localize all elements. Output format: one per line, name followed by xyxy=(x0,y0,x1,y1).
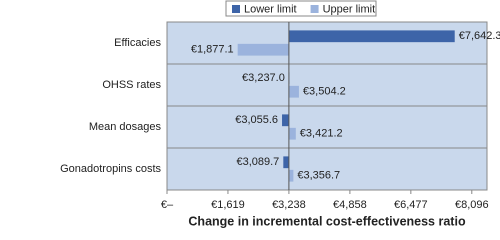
legend-label: Lower limit xyxy=(244,3,297,15)
x-tick-label: €1,619 xyxy=(211,199,245,211)
value-label: €3,089.7 xyxy=(236,156,279,168)
x-tick-label: €8,096 xyxy=(455,199,489,211)
value-label: €3,504.2 xyxy=(303,86,346,98)
legend-swatch xyxy=(310,5,319,13)
page: {"chart_data": {"type": "tornado", "x_la… xyxy=(60,0,500,229)
bar xyxy=(283,156,289,169)
bar xyxy=(288,127,296,140)
bar xyxy=(288,30,455,43)
category-label: Mean dosages xyxy=(89,121,162,133)
bar xyxy=(288,169,294,182)
category-label: OHSS rates xyxy=(102,79,161,91)
value-label: €3,356.7 xyxy=(297,170,340,182)
legend-swatch xyxy=(232,5,240,13)
bar xyxy=(288,85,299,98)
category-label: Efficacies xyxy=(114,37,161,49)
x-axis-title: Change in incremental cost-effectiveness… xyxy=(188,214,466,228)
x-tick-label: €4,858 xyxy=(333,199,367,211)
value-label: €3,055.6 xyxy=(235,114,278,126)
category-label: Gonadotropins costs xyxy=(60,163,161,175)
legend-label: Upper limit xyxy=(323,3,376,15)
bar xyxy=(282,114,289,127)
bar xyxy=(237,43,289,56)
x-tick-label: €3,238 xyxy=(272,199,306,211)
chart: Change in incremental cost-effectiveness… xyxy=(60,0,500,228)
value-label: €3,237.0 xyxy=(242,72,285,84)
legend-box xyxy=(225,0,377,17)
value-label: €7,642.3 xyxy=(459,30,500,42)
value-label: €3,421.2 xyxy=(300,128,343,140)
x-tick-label: €– xyxy=(161,199,174,211)
x-tick-label: €6,477 xyxy=(394,199,428,211)
value-label: €1,877.1 xyxy=(191,44,234,56)
